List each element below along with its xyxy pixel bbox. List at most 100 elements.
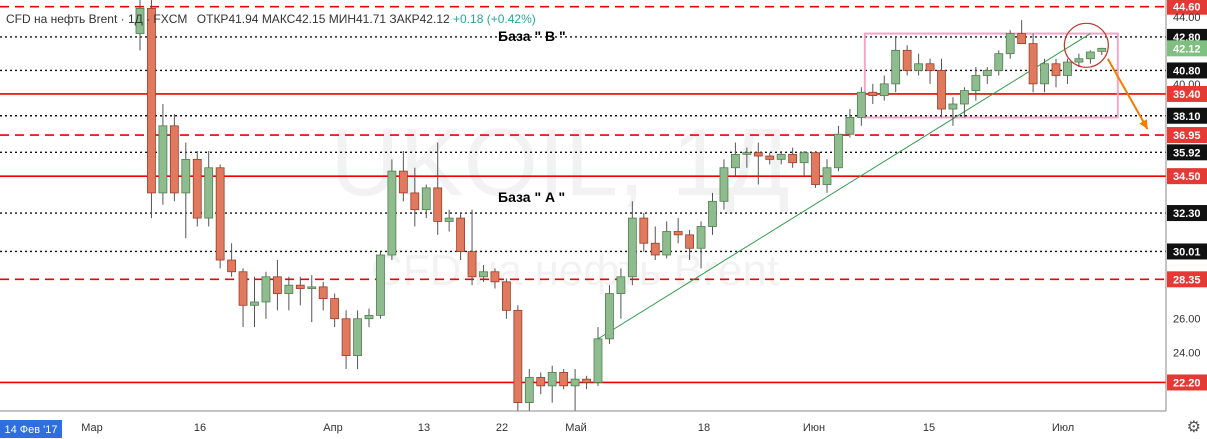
watermark-symbol: UKOIL, 1Д bbox=[330, 109, 790, 216]
candle bbox=[501, 281, 511, 311]
price-tick-label: 32.30 bbox=[1173, 208, 1201, 220]
candle bbox=[570, 378, 580, 387]
forecast-arrow bbox=[1106, 58, 1149, 130]
price-tick-label: 26.00 bbox=[1173, 314, 1201, 326]
candle bbox=[650, 242, 660, 256]
time-tick-label: 16 bbox=[194, 422, 206, 434]
open-value: ОТКР41.94 bbox=[196, 12, 259, 26]
close-value: ЗАКР42.12 bbox=[389, 12, 450, 26]
candle bbox=[868, 91, 878, 97]
candle bbox=[982, 70, 992, 76]
candle bbox=[250, 301, 259, 306]
price-tick-label: 39.40 bbox=[1173, 89, 1201, 101]
candle bbox=[295, 284, 305, 289]
candle bbox=[719, 167, 729, 202]
price-label-bg bbox=[1167, 144, 1207, 161]
candle bbox=[1005, 33, 1015, 55]
candle bbox=[479, 271, 488, 278]
candle bbox=[582, 378, 591, 383]
candle bbox=[192, 158, 202, 219]
price-label-bg bbox=[1167, 85, 1207, 102]
price-tick-label: 24.00 bbox=[1173, 347, 1201, 359]
candle bbox=[673, 231, 683, 236]
candle bbox=[1074, 58, 1084, 63]
candle bbox=[914, 63, 923, 71]
price-tick-label: 40.80 bbox=[1173, 65, 1201, 77]
candle bbox=[341, 318, 351, 357]
candle bbox=[261, 276, 271, 303]
candle bbox=[181, 158, 191, 194]
candle bbox=[639, 217, 649, 244]
candle bbox=[433, 187, 443, 222]
price-label-bg bbox=[1167, 374, 1207, 391]
candle bbox=[513, 309, 523, 404]
candle bbox=[627, 217, 637, 278]
price-label-bg bbox=[1167, 205, 1207, 222]
symbol-title: CFD на нефть Brent · 1Д · FXCM bbox=[6, 12, 188, 26]
price-label-bg bbox=[1167, 0, 1207, 15]
candle bbox=[891, 49, 901, 85]
base-a-label: База " A " bbox=[498, 189, 565, 205]
candle bbox=[662, 231, 672, 256]
candle bbox=[272, 276, 282, 294]
candle bbox=[811, 152, 820, 185]
current-date-bg bbox=[0, 420, 62, 438]
candle bbox=[376, 254, 385, 316]
price-tick-label: 28.35 bbox=[1173, 274, 1201, 286]
candle bbox=[925, 63, 935, 71]
candle bbox=[318, 286, 328, 300]
price-tick-label: 42.12 bbox=[1173, 43, 1201, 55]
highlight-circle bbox=[1063, 22, 1109, 68]
candle bbox=[994, 53, 1004, 71]
candle bbox=[398, 170, 408, 194]
change-value: +0.18 (+0.42%) bbox=[453, 12, 536, 26]
candle bbox=[364, 314, 374, 320]
candle bbox=[1063, 61, 1072, 76]
candle bbox=[227, 259, 237, 273]
gear-icon[interactable]: ⚙ bbox=[1186, 419, 1201, 436]
candle bbox=[410, 192, 420, 211]
candle bbox=[158, 125, 168, 194]
candle bbox=[169, 125, 179, 194]
candle bbox=[742, 152, 752, 155]
price-label-bg bbox=[1167, 168, 1207, 185]
time-tick-label: 18 bbox=[698, 422, 710, 434]
candle bbox=[799, 152, 809, 164]
time-tick-label: 15 bbox=[923, 422, 935, 434]
candle bbox=[135, 7, 145, 34]
candle bbox=[421, 187, 431, 211]
candle bbox=[353, 318, 362, 357]
price-tick-label: 22.20 bbox=[1173, 377, 1201, 389]
candle bbox=[902, 49, 912, 71]
price-label-bg bbox=[1167, 107, 1207, 124]
candle bbox=[467, 251, 477, 278]
candle bbox=[593, 338, 603, 383]
price-tick-label: 38.10 bbox=[1173, 111, 1201, 123]
candle bbox=[822, 167, 832, 185]
chart-header: CFD на нефть Brent · 1Д · FXCM ОТКР41.94… bbox=[6, 12, 536, 26]
time-tick-label: 13 bbox=[418, 422, 430, 434]
candle bbox=[284, 284, 294, 294]
candle bbox=[524, 377, 534, 404]
candle bbox=[1085, 51, 1095, 60]
candle bbox=[776, 153, 786, 160]
price-tick-label: 44.60 bbox=[1173, 2, 1201, 14]
candle bbox=[708, 200, 717, 227]
price-label-bg bbox=[1167, 127, 1207, 144]
candle bbox=[879, 83, 889, 97]
candle bbox=[731, 153, 740, 169]
candle bbox=[685, 234, 694, 249]
candle bbox=[937, 70, 946, 110]
candle bbox=[605, 293, 614, 340]
candle bbox=[948, 103, 958, 110]
candle bbox=[387, 170, 397, 256]
candle bbox=[330, 298, 340, 320]
candle bbox=[444, 217, 454, 222]
candle bbox=[1017, 33, 1027, 45]
candle bbox=[960, 90, 969, 105]
time-axis-bg bbox=[0, 411, 1166, 439]
candle bbox=[856, 91, 866, 118]
candle bbox=[834, 133, 843, 169]
candle bbox=[1097, 47, 1107, 52]
